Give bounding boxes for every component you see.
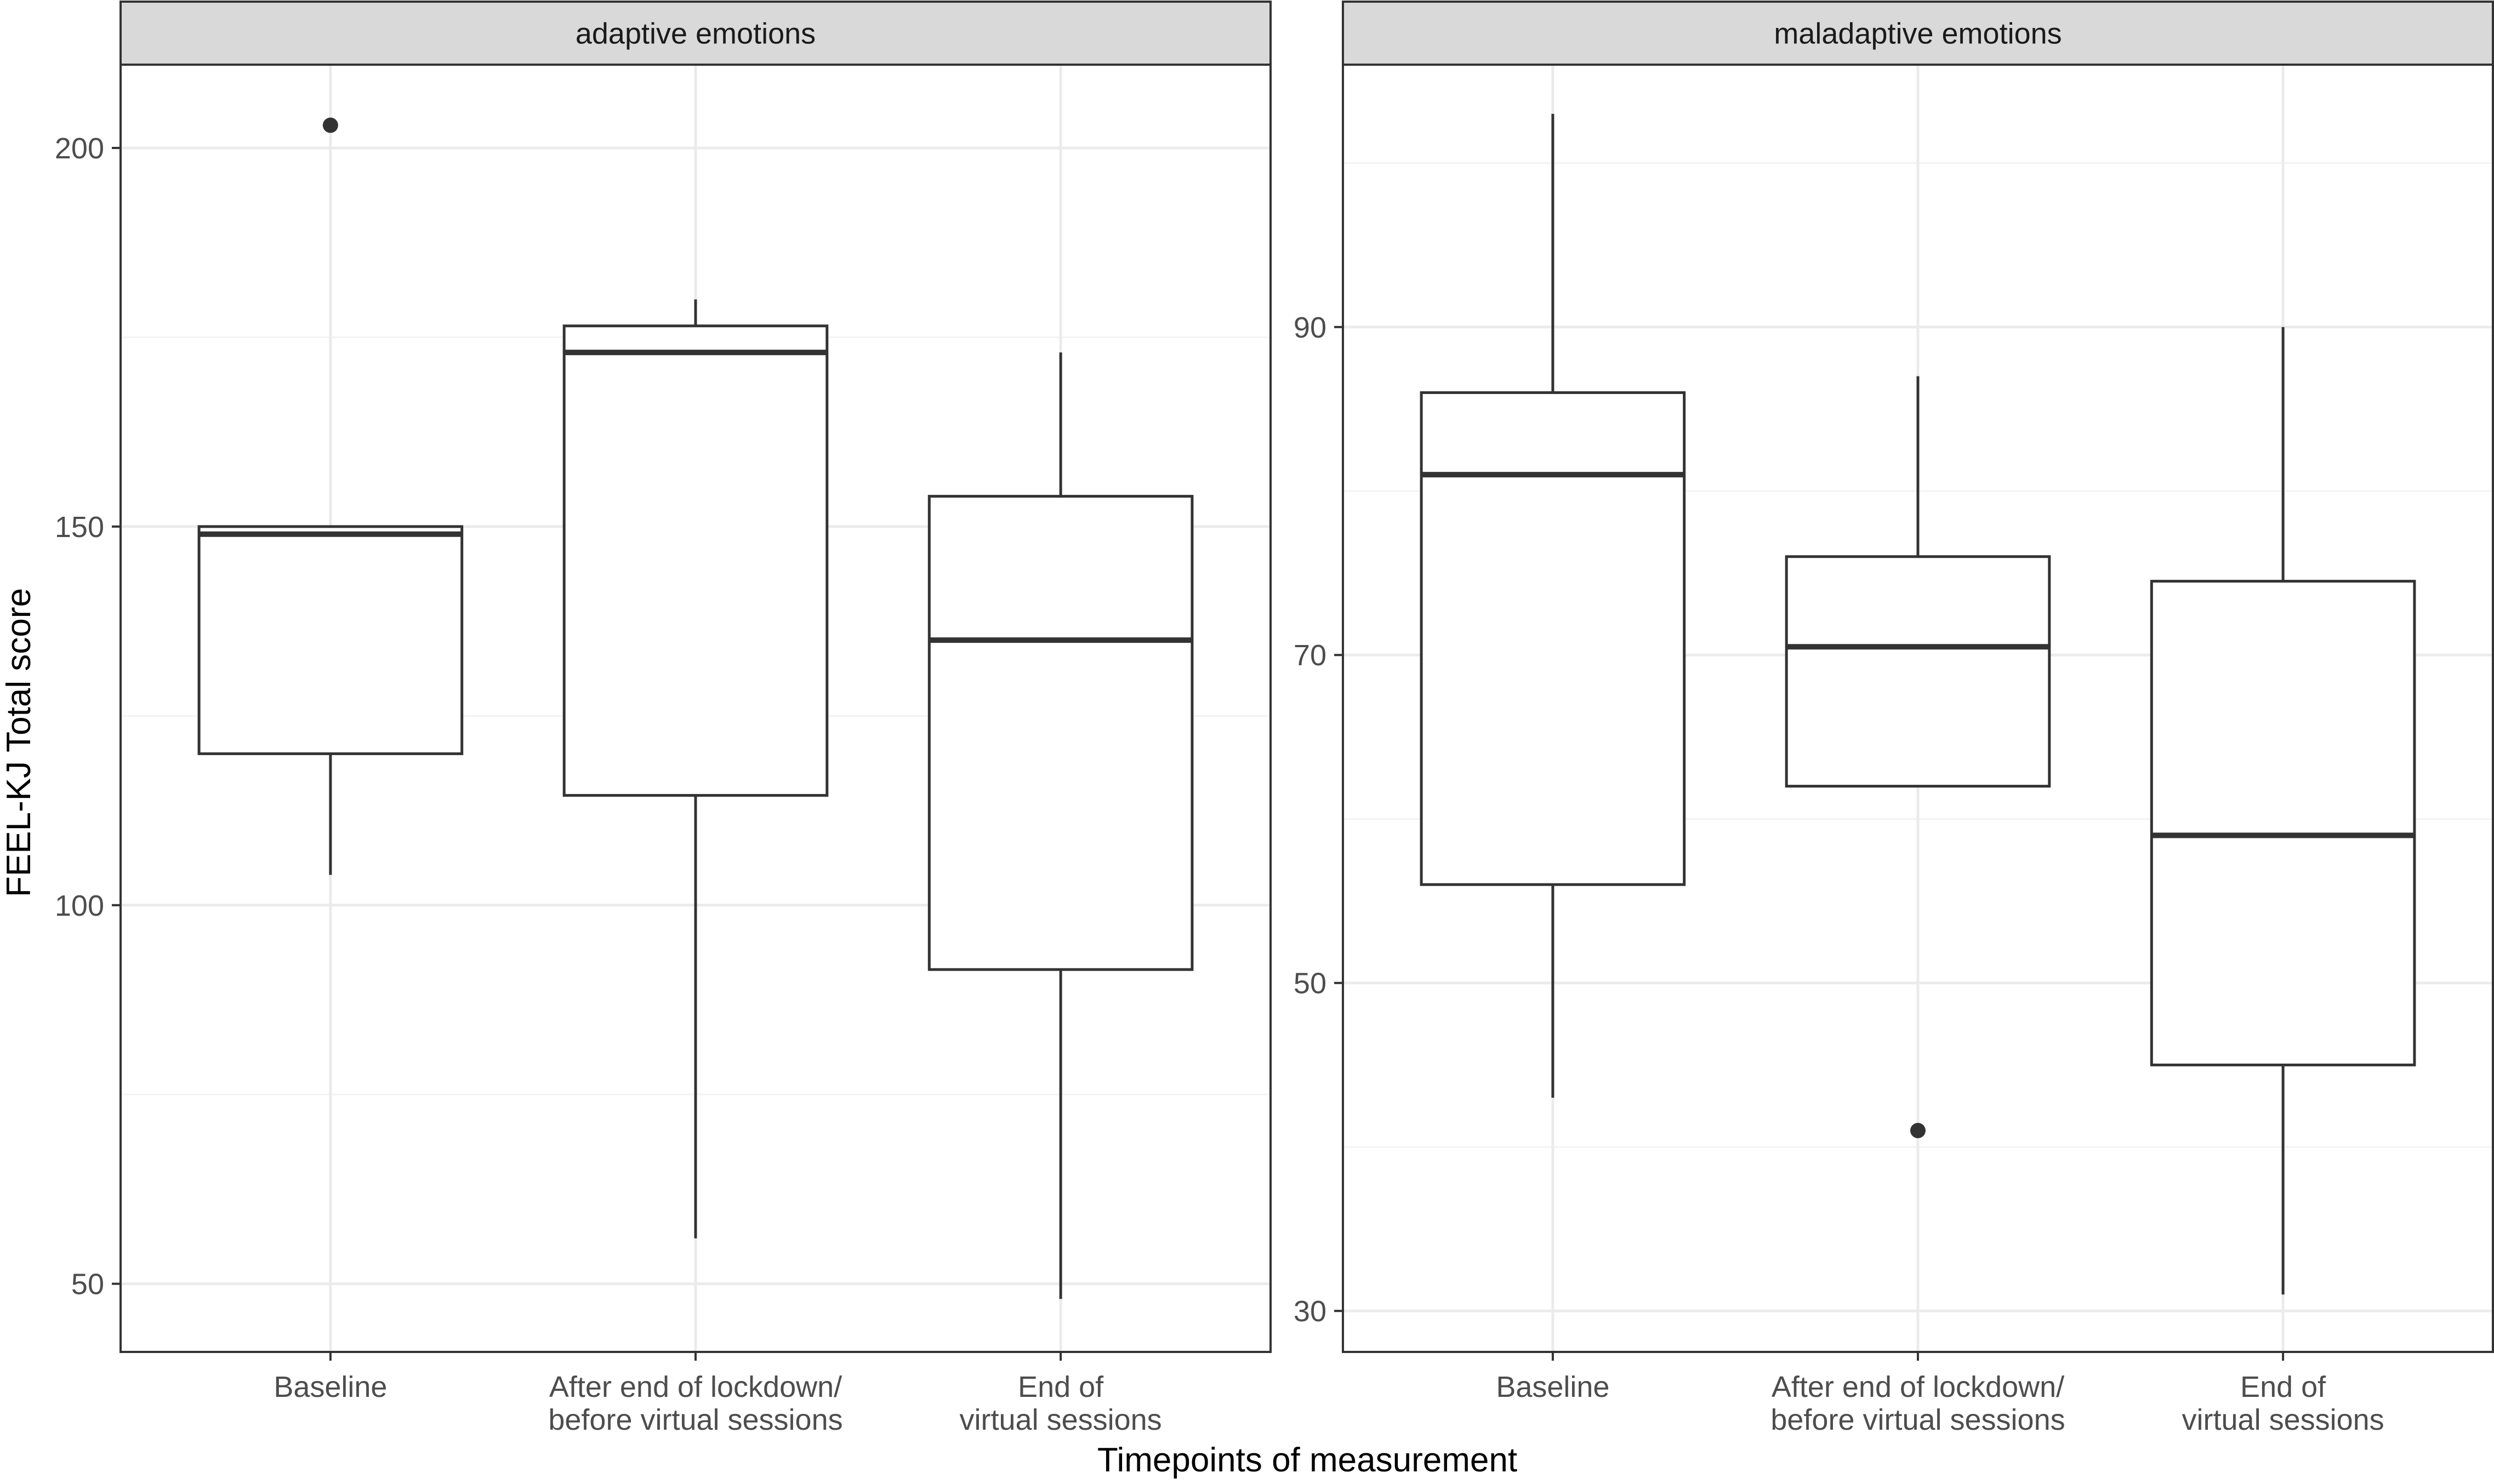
y-tick-label: 30 — [1294, 1295, 1326, 1328]
x-tick-label: Baseline — [1496, 1371, 1609, 1403]
box-1 — [197, 117, 464, 875]
x-tick-label: After end of lockdown/before virtual ses… — [548, 1371, 842, 1436]
box-2 — [1785, 376, 2051, 1139]
outlier-point — [322, 117, 338, 133]
panel-1: adaptive emotions 50 100 150 200 Baseline Afte… — [55, 1, 1272, 1436]
y-tick-label: 70 — [1294, 639, 1326, 672]
x-tick-label: Baseline — [274, 1371, 387, 1403]
panels: adaptive emotions 50 100 150 200 Baseline Afte… — [55, 1, 2494, 1436]
x-tick-label: End of virtual sessions — [2182, 1371, 2384, 1436]
y-tick-label: 50 — [71, 1268, 104, 1301]
strip-title: adaptive emotions — [576, 18, 816, 50]
y-tick-label: 90 — [1294, 311, 1326, 344]
box-2 — [562, 299, 829, 1238]
x-axis-label: Timepoints of measurement — [1097, 1441, 1517, 1479]
y-axis-label: FEEL-KJ Total score — [0, 588, 38, 897]
box-1 — [1420, 113, 1686, 1098]
y-tick-label: 50 — [1294, 967, 1326, 1000]
x-tick-label: After end of lockdown/before virtual ses… — [1770, 1371, 2065, 1436]
box-rect — [197, 525, 464, 755]
box-rect — [562, 324, 829, 797]
strip-background — [119, 1, 1272, 66]
box-3 — [927, 352, 1194, 1299]
strip-title: maladaptive emotions — [1774, 18, 2062, 50]
strip-background — [1342, 1, 2494, 66]
box-rect — [1785, 555, 2051, 788]
y-tick-label: 100 — [55, 889, 104, 922]
panel-2: maladaptive emotions 30 50 70 90 Baseline Afte… — [1294, 1, 2494, 1436]
x-tick-label: End of virtual sessions — [960, 1371, 1162, 1436]
box-rect — [1420, 391, 1686, 886]
box-rect — [927, 495, 1194, 971]
box-rect — [2150, 580, 2416, 1066]
outlier-point — [1910, 1123, 1926, 1139]
y-tick-label: 200 — [55, 132, 104, 165]
box-3 — [2150, 327, 2416, 1295]
y-tick-label: 150 — [55, 511, 104, 544]
